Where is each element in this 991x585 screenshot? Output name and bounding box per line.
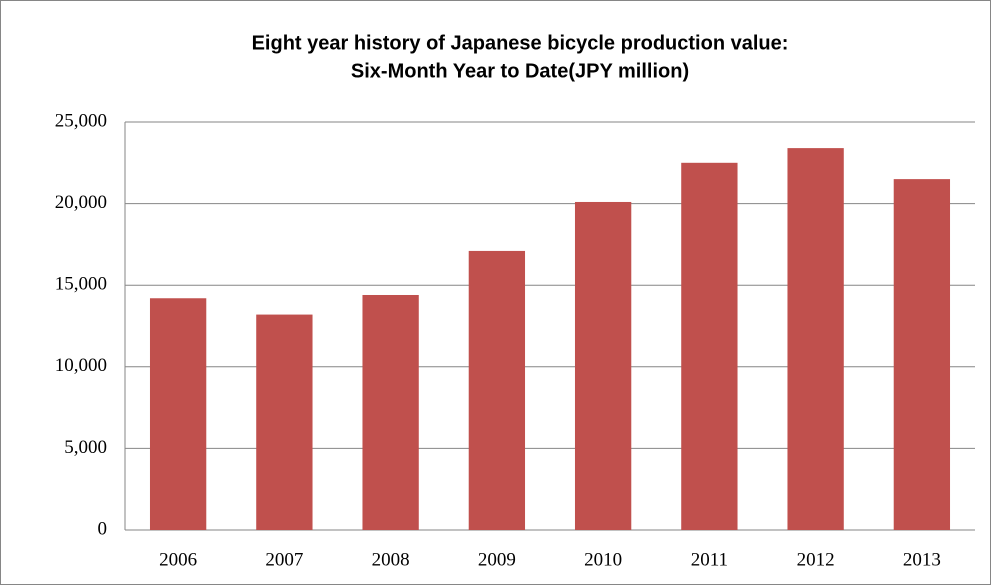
y-tick-label: 10,000 <box>55 355 107 376</box>
y-tick-label: 5,000 <box>64 437 107 458</box>
bar <box>681 162 738 531</box>
y-tick-label: 25,000 <box>55 110 107 131</box>
y-tick-label: 15,000 <box>55 274 107 295</box>
x-tick-label: 2006 <box>159 549 197 570</box>
bar <box>893 179 951 530</box>
x-tick-label: 2012 <box>797 549 835 570</box>
chart-title: Eight year history of Japanese bicycle p… <box>252 32 789 54</box>
x-tick-label: 2011 <box>691 549 728 570</box>
x-tick-label: 2009 <box>478 549 516 570</box>
bar <box>256 314 313 530</box>
x-tick-label: 2010 <box>584 549 622 570</box>
x-tick-label: 2013 <box>903 549 941 570</box>
y-tick-label: 0 <box>98 518 108 539</box>
x-tick-label: 2008 <box>372 549 410 570</box>
bar <box>362 294 419 530</box>
chart-title: Six-Month Year to Date(JPY million) <box>351 60 689 82</box>
bar <box>787 148 844 530</box>
y-tick-label: 20,000 <box>55 192 107 213</box>
bar <box>574 201 632 530</box>
x-tick-label: 2007 <box>265 549 303 570</box>
bar <box>149 298 207 530</box>
bar <box>468 250 526 531</box>
